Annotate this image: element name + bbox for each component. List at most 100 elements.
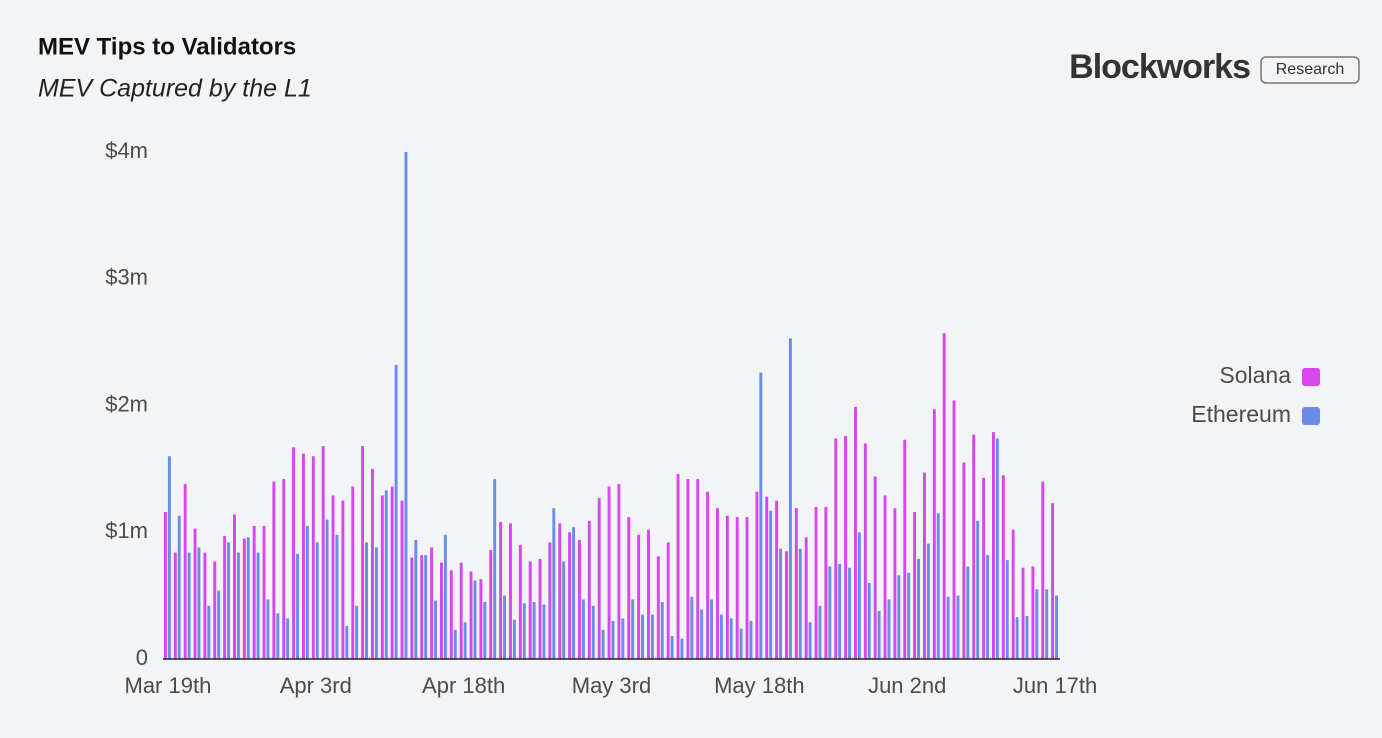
legend-swatch — [1302, 407, 1320, 425]
bar — [785, 551, 788, 659]
y-tick-label: 0 — [136, 645, 148, 670]
bar — [1025, 615, 1029, 659]
bar — [223, 536, 227, 659]
y-tick-label: $2m — [105, 391, 148, 416]
bar — [351, 486, 355, 659]
bar — [1041, 481, 1045, 659]
y-tick-label: $4m — [105, 138, 148, 163]
x-tick-label: Apr 3rd — [280, 673, 352, 698]
x-tick-label: May 18th — [714, 673, 805, 698]
legend-swatch — [1302, 368, 1320, 386]
bar — [430, 547, 434, 659]
bar — [236, 552, 240, 659]
bar — [1021, 567, 1025, 659]
bar — [794, 508, 798, 659]
bar — [621, 618, 625, 659]
bar — [706, 491, 710, 659]
chart-subtitle: MEV Captured by the L1 — [38, 75, 312, 103]
bar — [798, 548, 802, 659]
bar — [749, 620, 753, 659]
bar — [335, 534, 339, 659]
bar — [710, 599, 713, 659]
bar — [572, 527, 575, 659]
bar — [873, 476, 877, 659]
bar — [217, 590, 221, 659]
bar — [992, 432, 995, 659]
bar — [844, 435, 848, 659]
bar — [666, 542, 670, 659]
bar — [282, 479, 286, 659]
bar — [449, 570, 453, 659]
bar — [966, 566, 970, 659]
bar — [936, 513, 940, 659]
bar — [729, 618, 733, 659]
bar — [256, 552, 260, 659]
bar — [607, 486, 611, 659]
bar — [686, 479, 690, 659]
x-tick-label: Jun 17th — [1013, 673, 1097, 698]
x-tick-label: Apr 18th — [422, 673, 505, 698]
brand-logo: Blockworks — [1069, 48, 1250, 86]
bar — [355, 605, 359, 659]
bar — [493, 479, 497, 659]
bar — [995, 438, 999, 659]
bar — [499, 522, 503, 659]
bar — [735, 517, 739, 659]
bar — [857, 532, 861, 659]
bar — [361, 446, 365, 659]
bar — [463, 622, 467, 659]
bar — [538, 558, 542, 659]
bar — [867, 582, 871, 659]
bar — [296, 553, 299, 659]
bar — [755, 491, 759, 659]
bar — [601, 629, 605, 659]
bar — [469, 571, 473, 659]
bar — [745, 517, 749, 659]
bar — [1055, 595, 1058, 659]
bar — [374, 547, 378, 659]
bar — [765, 496, 769, 659]
bar — [775, 500, 779, 659]
bar — [197, 547, 201, 659]
chart-title: MEV Tips to Validators — [38, 33, 296, 60]
x-tick-label: Mar 19th — [125, 673, 212, 698]
bar — [252, 525, 256, 659]
bar — [483, 601, 487, 659]
bar — [828, 566, 832, 659]
bar — [562, 561, 566, 659]
bar — [1015, 617, 1019, 659]
bar — [473, 580, 477, 659]
bar — [923, 472, 926, 659]
bar — [325, 519, 329, 659]
y-tick-label: $3m — [105, 265, 148, 290]
bar — [489, 549, 493, 659]
bar — [193, 528, 197, 659]
bar — [700, 609, 704, 659]
bar — [227, 542, 230, 659]
legend-label: Ethereum — [1191, 401, 1291, 427]
bar — [321, 446, 325, 659]
bar — [913, 511, 917, 659]
bar — [946, 596, 950, 659]
bar — [292, 447, 296, 659]
bar — [400, 500, 404, 659]
bar — [384, 490, 388, 659]
bar — [926, 543, 930, 659]
bar — [591, 605, 595, 659]
bar — [1001, 475, 1005, 659]
bar — [854, 406, 857, 659]
bar — [434, 600, 437, 659]
bar — [552, 508, 556, 659]
bar — [903, 439, 907, 659]
bar — [542, 604, 546, 659]
bar — [371, 468, 374, 659]
bar — [804, 537, 808, 659]
bar — [512, 619, 516, 659]
bar — [637, 534, 641, 659]
bar — [660, 601, 664, 659]
bar — [183, 484, 187, 659]
bar — [262, 525, 266, 659]
bar — [942, 333, 946, 659]
